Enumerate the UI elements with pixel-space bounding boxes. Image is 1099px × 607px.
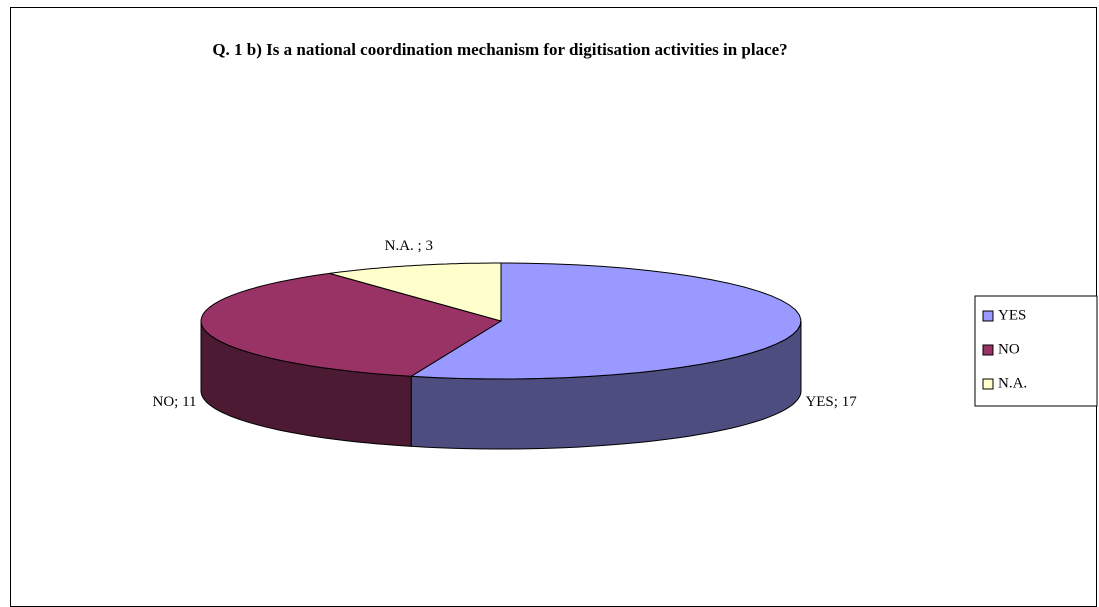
legend-swatch [982, 344, 994, 356]
legend-box [974, 295, 1098, 407]
data-label: NO; 11 [153, 394, 197, 410]
legend-label: YES [998, 307, 1026, 323]
legend-swatch [982, 378, 994, 390]
legend-label: N.A. [998, 375, 1027, 391]
pie-slice [200, 272, 503, 377]
chart: YES; 17 NO; 11 N.A. ; 3 YES NO N.A. [153, 238, 1098, 450]
page: {"chart_data": {"type": "pie", "title": … [10, 7, 1098, 607]
chart-title: Q. 1 b) Is a national coordination mecha… [212, 40, 788, 59]
legend-label: NO [998, 341, 1020, 357]
legend-swatch [982, 310, 994, 322]
data-label: YES; 17 [805, 394, 857, 410]
pie-slice [329, 262, 502, 322]
pie-slice [409, 262, 802, 380]
data-label: N.A. ; 3 [385, 238, 433, 254]
